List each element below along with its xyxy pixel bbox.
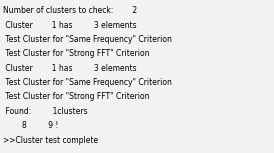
Text: Test Cluster for "Strong FFT" Criterion: Test Cluster for "Strong FFT" Criterion (3, 92, 150, 101)
Text: Test Cluster for "Same Frequency" Criterion: Test Cluster for "Same Frequency" Criter… (3, 35, 172, 44)
Text: >>Cluster test complete: >>Cluster test complete (3, 136, 98, 145)
Text: Number of clusters to check:        2: Number of clusters to check: 2 (3, 6, 138, 15)
Text: Cluster        1 has         3 elements: Cluster 1 has 3 elements (3, 21, 137, 30)
Text: Test Cluster for "Strong FFT" Criterion: Test Cluster for "Strong FFT" Criterion (3, 49, 150, 58)
Text: Cluster        1 has         3 elements: Cluster 1 has 3 elements (3, 64, 137, 73)
Text: Test Cluster for "Same Frequency" Criterion: Test Cluster for "Same Frequency" Criter… (3, 78, 172, 87)
Text: Found:         1clusters: Found: 1clusters (3, 107, 88, 116)
Text: 8         9 !: 8 9 ! (3, 121, 59, 130)
